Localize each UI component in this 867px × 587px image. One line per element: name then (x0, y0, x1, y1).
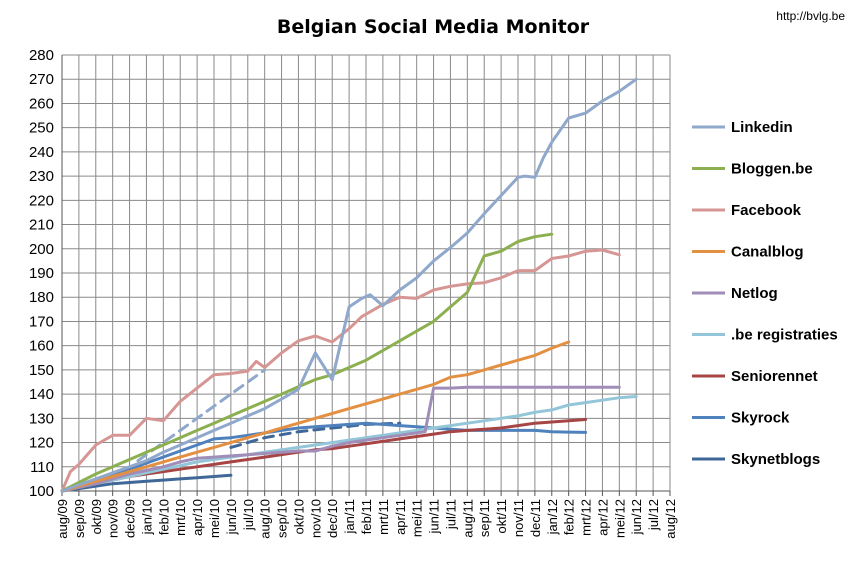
x-tick-label: aug/11 (460, 499, 475, 538)
x-tick-label: jan/10 (139, 499, 154, 535)
y-tick-label: 230 (29, 168, 54, 185)
series-lines (60, 77, 638, 493)
x-tick-label: jan/12 (545, 499, 560, 535)
series-line (60, 421, 588, 493)
y-tick-label: 150 (29, 362, 54, 379)
x-tick-label: okt/10 (291, 499, 306, 534)
y-tick-label: 280 (29, 47, 54, 64)
legend-label: .be registraties (731, 327, 838, 344)
legend-label: Canalblog (731, 244, 804, 261)
legend-label: Bloggen.be (731, 161, 813, 178)
y-tick-label: 200 (29, 241, 54, 258)
series-line (60, 232, 554, 493)
y-tick-label: 130 (29, 410, 54, 427)
y-tick-label: 220 (29, 192, 54, 209)
x-tick-label: mei/12 (612, 499, 627, 538)
y-tick-label: 120 (29, 435, 54, 452)
y-tick-label: 140 (29, 386, 54, 403)
x-tick-label: okt/11 (494, 499, 509, 533)
y-tick-label: 160 (29, 338, 54, 355)
y-tick-label: 260 (29, 95, 54, 112)
x-tick-label: sep/11 (477, 499, 492, 537)
y-tick-label: 210 (29, 217, 54, 234)
y-tick-label: 240 (29, 144, 54, 161)
x-tick-label: jul/12 (646, 499, 661, 531)
x-tick-label: jul/10 (241, 499, 256, 531)
x-tick-label: dec/11 (528, 499, 543, 537)
x-tick-label: dec/09 (123, 499, 138, 538)
grid (61, 54, 671, 492)
x-tick-label: sep/09 (72, 499, 87, 538)
y-axis: 100 110 120 130 140 150 160 170 180 190 200 210 220 2… (29, 47, 63, 500)
y-tick-label: 110 (30, 459, 54, 476)
y-tick-label: 100 (29, 483, 54, 500)
x-tick-label: mei/10 (207, 499, 222, 538)
x-tick-label: jul/11 (443, 499, 458, 530)
x-tick-label: jun/11 (427, 499, 442, 534)
y-tick-label: 250 (29, 120, 54, 137)
series-line (60, 395, 638, 493)
x-tick-label: mrt/10 (173, 499, 188, 536)
x-tick-label: jun/12 (629, 499, 644, 535)
y-tick-label: 190 (29, 265, 54, 282)
x-tick-label: sep/10 (275, 499, 290, 538)
x-tick-label: jan/11 (342, 499, 357, 534)
legend-label: Netlog (731, 285, 778, 302)
y-tick-label: 270 (29, 71, 54, 88)
legend-label: Skyrock (731, 410, 790, 427)
x-tick-label: nov/11 (511, 499, 526, 537)
series-line (60, 385, 621, 493)
y-tick-label: 180 (29, 289, 54, 306)
source-url: http://bvlg.be (776, 9, 845, 23)
x-tick-label: okt/09 (89, 499, 104, 534)
x-tick-label: apr/12 (595, 499, 610, 536)
chart-title: Belgian Social Media Monitor (277, 16, 590, 38)
legend: Linkedin Bloggen.be Facebook Canalblog Netlo… (692, 119, 838, 468)
x-tick-label: dec/10 (325, 499, 340, 538)
series-line (60, 248, 621, 493)
legend-label: Facebook (731, 202, 802, 219)
x-tick-label: feb/11 (359, 499, 374, 534)
series-line (60, 77, 638, 493)
x-axis: aug/09 sep/09 okt/09 nov/09 dec/09 jan/10 feb/… (55, 490, 678, 539)
x-tick-label: apr/11 (393, 499, 408, 535)
x-tick-label: aug/09 (55, 499, 70, 539)
x-tick-label: feb/10 (156, 499, 171, 535)
x-tick-label: mei/11 (410, 499, 425, 537)
legend-label: Seniorennet (731, 368, 818, 385)
series-line (60, 473, 233, 493)
x-tick-label: mrt/12 (579, 499, 594, 536)
legend-label: Linkedin (731, 119, 793, 136)
x-tick-label: jun/10 (224, 499, 239, 535)
legend-label: Skynetblogs (731, 451, 820, 468)
x-tick-label: nov/10 (308, 499, 323, 538)
x-tick-label: aug/12 (663, 499, 678, 539)
x-tick-label: mrt/11 (376, 499, 391, 535)
x-tick-label: apr/10 (190, 499, 205, 536)
series-line (60, 340, 571, 493)
x-tick-label: aug/10 (258, 499, 273, 539)
x-tick-label: feb/12 (562, 499, 577, 535)
x-tick-label: nov/09 (106, 499, 121, 538)
y-tick-label: 170 (29, 313, 54, 330)
